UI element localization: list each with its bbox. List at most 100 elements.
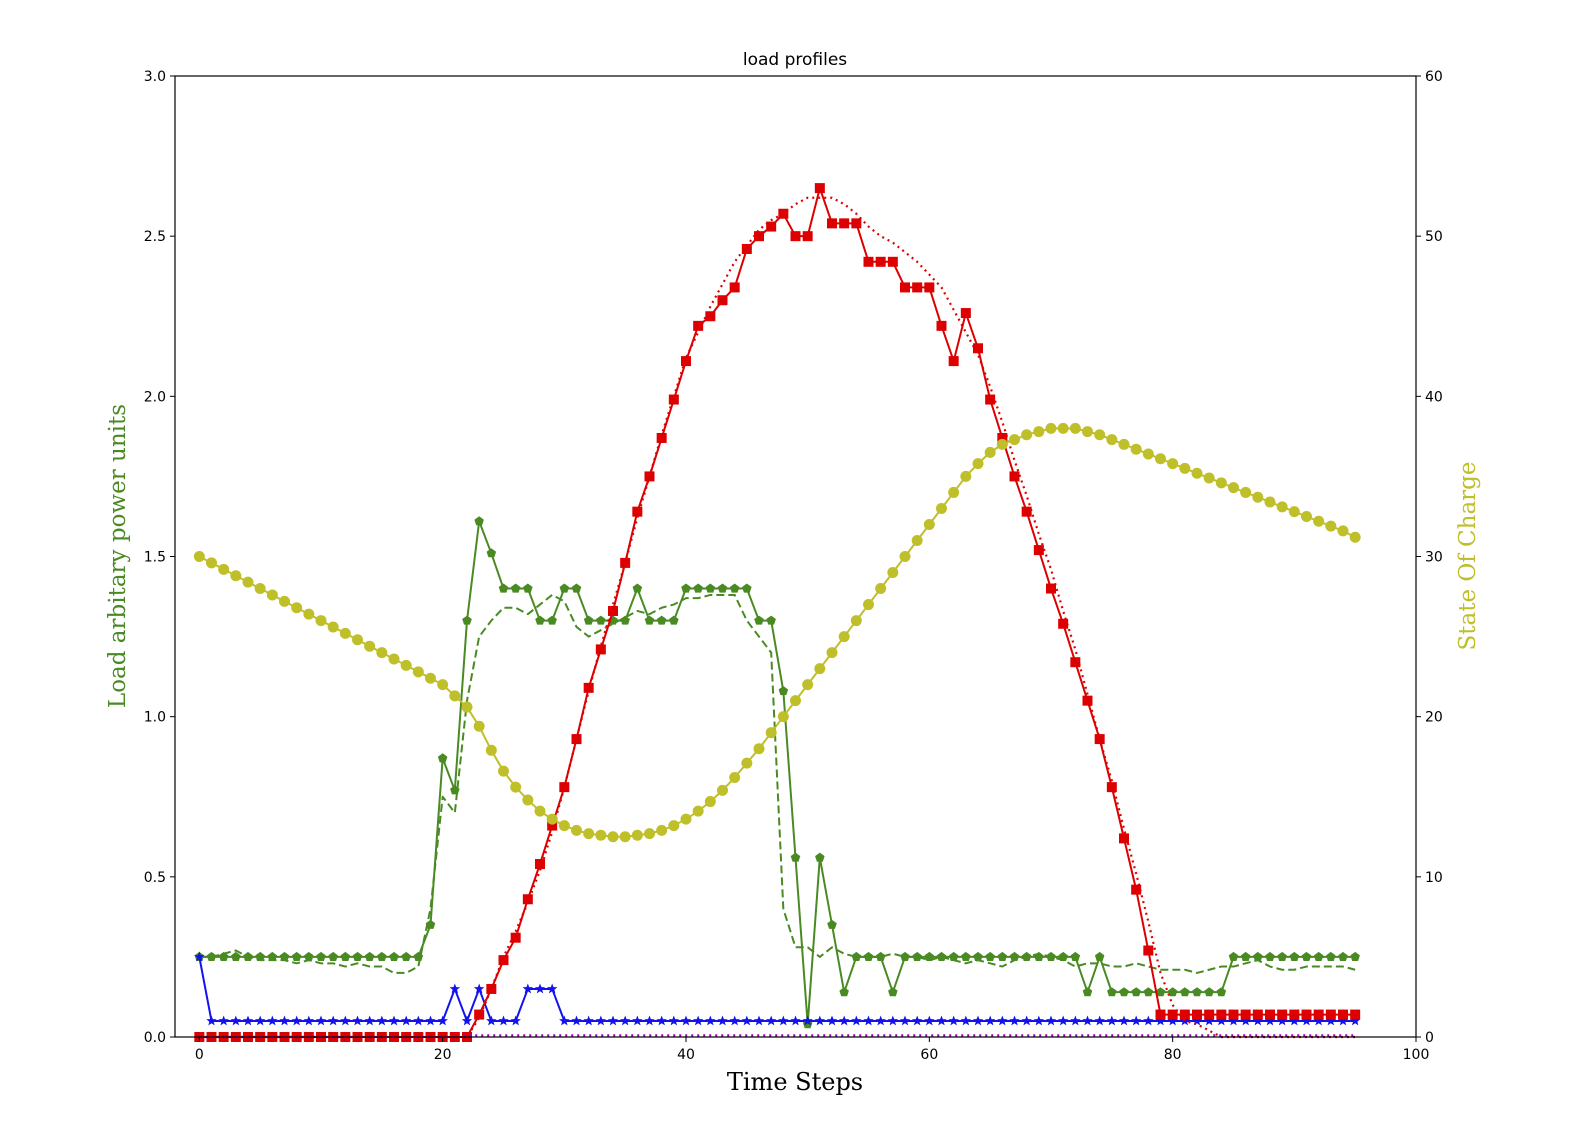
data-point	[1009, 951, 1020, 961]
data-point	[535, 859, 545, 870]
data-point	[1301, 510, 1312, 522]
data-point	[510, 583, 521, 593]
data-point	[620, 615, 630, 625]
data-point	[875, 256, 886, 267]
data-point	[997, 432, 1008, 443]
data-point	[973, 951, 983, 961]
data-point	[1350, 1009, 1361, 1020]
data-point	[961, 951, 971, 961]
data-point	[754, 615, 764, 625]
data-point	[437, 1015, 448, 1026]
data-point	[1155, 453, 1166, 465]
series-0-green-dashed	[199, 593, 1356, 974]
data-point	[1265, 1009, 1275, 1020]
data-point	[206, 951, 217, 961]
y-right-tick-label: 40	[1425, 389, 1443, 405]
data-point	[1228, 951, 1239, 961]
data-point	[340, 951, 351, 961]
data-point	[607, 831, 619, 843]
data-point	[790, 1015, 801, 1026]
data-point	[425, 1015, 436, 1026]
data-point	[559, 1015, 570, 1026]
data-point	[1228, 482, 1239, 494]
data-point	[1094, 951, 1105, 961]
x-tick-label: 40	[677, 1047, 695, 1063]
y-right-tick-label: 60	[1425, 69, 1443, 85]
chart-title: load profiles	[743, 50, 847, 70]
data-point	[790, 695, 801, 707]
data-point	[741, 1015, 753, 1026]
data-point	[802, 679, 814, 691]
data-point	[1045, 1015, 1057, 1026]
data-point	[778, 208, 789, 219]
data-point	[1046, 951, 1056, 961]
data-point	[498, 765, 509, 777]
data-point	[206, 557, 217, 569]
data-point	[1338, 1009, 1348, 1020]
data-point	[1228, 1009, 1239, 1020]
data-point	[559, 782, 570, 793]
data-point	[328, 951, 338, 961]
data-point	[765, 1015, 777, 1026]
data-point	[668, 394, 679, 405]
data-point	[1106, 782, 1117, 793]
data-point	[461, 701, 473, 713]
data-point	[1021, 506, 1032, 517]
data-point	[242, 576, 254, 588]
series-6-olive-solid	[193, 422, 1361, 843]
data-point	[1167, 458, 1179, 470]
data-point	[704, 796, 716, 808]
data-point	[1143, 1015, 1154, 1026]
data-point	[1228, 1015, 1239, 1026]
data-point	[1313, 1009, 1324, 1020]
data-point	[863, 599, 874, 611]
data-point	[680, 1015, 692, 1026]
data-point	[522, 794, 534, 806]
data-point	[692, 1015, 704, 1026]
data-point	[1203, 472, 1215, 484]
data-point	[814, 1015, 826, 1026]
data-point	[960, 1015, 972, 1026]
data-point	[984, 1015, 996, 1026]
data-point	[546, 983, 558, 994]
x-tick-label: 60	[920, 1047, 938, 1063]
data-point	[863, 951, 874, 961]
data-point	[814, 183, 825, 194]
data-point	[1203, 1015, 1215, 1026]
data-point	[1301, 1015, 1312, 1026]
x-axis-label: Time Steps	[727, 1068, 863, 1096]
data-point	[498, 1015, 509, 1026]
data-point	[377, 951, 387, 961]
data-point	[498, 955, 509, 966]
data-point	[984, 446, 996, 458]
data-point	[327, 621, 339, 633]
data-point	[1216, 1009, 1227, 1020]
data-point	[425, 672, 436, 684]
data-point	[1009, 1015, 1020, 1026]
data-point	[1216, 987, 1227, 997]
data-point	[656, 1015, 667, 1026]
data-point	[1058, 618, 1069, 629]
data-point	[851, 218, 862, 229]
data-point	[668, 820, 680, 832]
data-point	[279, 1015, 290, 1026]
data-point	[1349, 531, 1361, 543]
data-point	[668, 1015, 680, 1026]
data-point	[1192, 987, 1202, 997]
data-point	[631, 829, 643, 841]
data-point	[717, 1015, 728, 1026]
data-point	[692, 805, 704, 817]
data-point	[291, 1015, 302, 1026]
data-point	[1313, 1015, 1324, 1026]
data-point	[778, 1015, 789, 1026]
data-point	[1009, 471, 1020, 482]
data-point	[559, 583, 570, 593]
data-point	[681, 356, 691, 367]
data-point	[461, 1015, 473, 1026]
data-point	[547, 615, 557, 625]
data-point	[644, 615, 655, 625]
data-point	[1034, 951, 1044, 961]
data-point	[315, 1015, 327, 1026]
data-point	[1082, 987, 1093, 997]
data-point	[596, 615, 606, 625]
